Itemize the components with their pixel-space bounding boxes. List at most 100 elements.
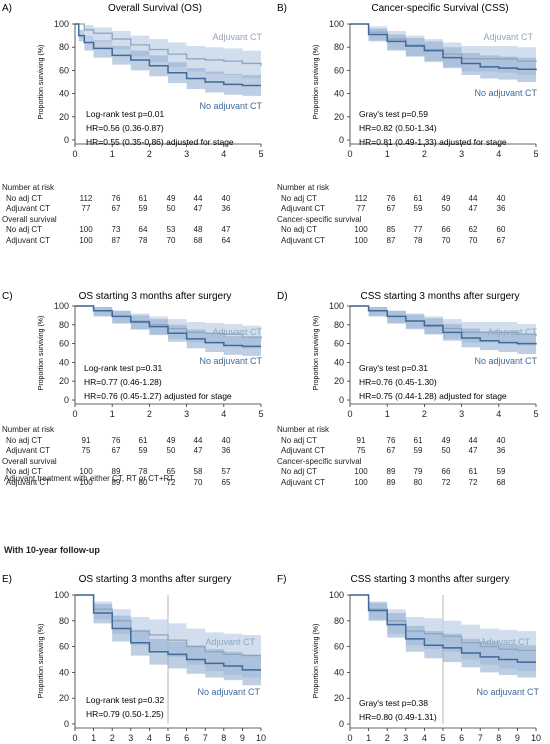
table-cell: 44 (193, 193, 203, 203)
table-section-label: Number at risk (2, 425, 55, 434)
x-tick-label: 10 (256, 733, 266, 743)
table-cell: 59 (496, 467, 506, 476)
table-row: No adj CT 91 76 61 49 44 40 (277, 436, 549, 447)
ci-band-no-adjuvant (75, 24, 261, 98)
x-tick-label: 1 (110, 149, 115, 159)
table-cell: 49 (166, 435, 176, 445)
x-tick-label: 2 (422, 409, 427, 419)
x-tick-label: 1 (366, 733, 371, 743)
table-cell: 100 (354, 225, 368, 234)
y-tick-label: 60 (334, 642, 344, 652)
x-tick-label: 4 (422, 733, 427, 743)
table-cell: 72 (468, 477, 478, 487)
table-cell: 61 (413, 193, 423, 203)
risk-table-c: Number at risk No adj CT 91 76 61 49 44 40 Adjuv… (2, 425, 274, 488)
y-tick-label: 100 (54, 19, 69, 29)
panel-letter: F) (277, 574, 286, 585)
row-label: No adj CT (6, 435, 43, 445)
table-row: No adj CT 112 76 61 49 44 40 (2, 194, 274, 205)
table-cell: 70 (468, 235, 478, 245)
stats-line-2: HR=0.56 (0.36-0.87) (86, 123, 164, 133)
table-cell: 50 (166, 446, 176, 455)
y-tick-label: 100 (54, 301, 69, 311)
table-cell: 47 (468, 446, 478, 455)
stats-line-1: Gray's test p=0.31 (359, 363, 428, 373)
section-title: With 10-year follow-up (4, 545, 100, 555)
y-tick-label: 0 (339, 135, 344, 145)
y-tick-label: 40 (334, 357, 344, 367)
panel-a: A) Overall Survival (OS) Proportion surv… (2, 3, 264, 159)
plot-area: 0 20 40 60 80 100 0 1 2 3 4 5 6 7 8 9 10 (329, 590, 541, 743)
panel-letter: E) (2, 574, 12, 585)
legend-adjuvant: Adjuvant CT (483, 32, 533, 42)
table-cell: 40 (496, 193, 506, 203)
table-cell: 61 (138, 435, 148, 445)
y-tick-label: 80 (334, 320, 344, 330)
y-tick-label: 60 (334, 65, 344, 75)
row-label: No adj CT (281, 467, 318, 476)
x-tick-label: 5 (258, 409, 263, 419)
panel-letter: D) (277, 291, 288, 302)
x-tick-label: 3 (184, 149, 189, 159)
row-label: No adj CT (6, 225, 43, 234)
table-cell: 66 (441, 467, 451, 476)
table-cell: 100 (79, 225, 93, 234)
x-tick-label: 5 (533, 149, 538, 159)
x-tick-label: 1 (110, 409, 115, 419)
table-cell: 50 (441, 446, 451, 455)
panel-d: D) CSS starting 3 months after surgery P… (277, 291, 539, 419)
table-cell: 50 (166, 204, 176, 213)
curve-no-adjuvant (75, 305, 261, 348)
x-tick-label: 5 (533, 409, 538, 419)
y-tick-label: 40 (334, 89, 344, 99)
table-cell: 112 (79, 193, 93, 203)
legend-no-adjuvant: No adjuvant CT (476, 687, 539, 697)
y-tick-label: 60 (334, 339, 344, 349)
y-tick-label: 80 (334, 42, 344, 52)
table-cell: 59 (413, 204, 423, 213)
table-cell: 112 (354, 193, 368, 203)
x-tick-label: 3 (128, 733, 133, 743)
panel-c: C) OS starting 3 months after surgery Pr… (2, 291, 264, 419)
x-tick-label: 3 (459, 409, 464, 419)
table-cell: 85 (386, 225, 396, 234)
plot-area: 0 20 40 60 80 100 0 1 2 3 4 5 (329, 19, 539, 159)
table-section-header: Number at risk (2, 183, 274, 194)
x-tick-label: 3 (459, 149, 464, 159)
curve-no-adjuvant (350, 23, 537, 71)
table-cell: 67 (496, 235, 506, 245)
curve-adjuvant (75, 23, 262, 66)
stats-line-1: Gray's test p=0.38 (359, 698, 428, 708)
y-tick-label: 40 (59, 667, 69, 677)
curve-no-adjuvant (75, 594, 261, 671)
y-tick-label: 0 (64, 719, 69, 729)
table-row: Adjuvant CT 75 67 59 50 47 36 (2, 446, 274, 457)
table-row: Adjuvant CT 77 67 59 50 47 36 (2, 204, 274, 215)
y-tick-label: 20 (334, 693, 344, 703)
table-row: Adjuvant CT 100 87 78 70 68 64 (2, 236, 274, 247)
table-cell: 47 (193, 446, 203, 455)
y-tick-label: 0 (339, 395, 344, 405)
table-section-header: Number at risk (2, 425, 274, 436)
curve-no-adjuvant (350, 305, 537, 345)
table-cell: 47 (193, 204, 203, 213)
table-cell: 40 (496, 435, 506, 445)
x-tick-label: 8 (221, 733, 226, 743)
table-cell: 44 (468, 435, 478, 445)
y-tick-label: 0 (339, 719, 344, 729)
legend-adjuvant: Adjuvant CT (487, 327, 537, 337)
table-cell: 100 (79, 235, 93, 245)
y-tick-label: 80 (334, 616, 344, 626)
row-label: Adjuvant CT (6, 477, 51, 487)
table-cell: 64 (221, 235, 231, 245)
table-section-label: Overall survival (2, 456, 57, 466)
table-cell: 72 (441, 477, 451, 487)
panel-letter: B) (277, 3, 287, 14)
x-tick-label: 4 (496, 409, 501, 419)
x-tick-label: 1 (91, 733, 96, 743)
table-cell: 36 (221, 446, 231, 455)
y-tick-label: 0 (64, 135, 69, 145)
stats-line-3: HR=0.76 (0.45-1.27) adjusted for stage (84, 391, 232, 401)
x-tick-label: 0 (72, 409, 77, 419)
table-cell: 47 (221, 225, 231, 234)
